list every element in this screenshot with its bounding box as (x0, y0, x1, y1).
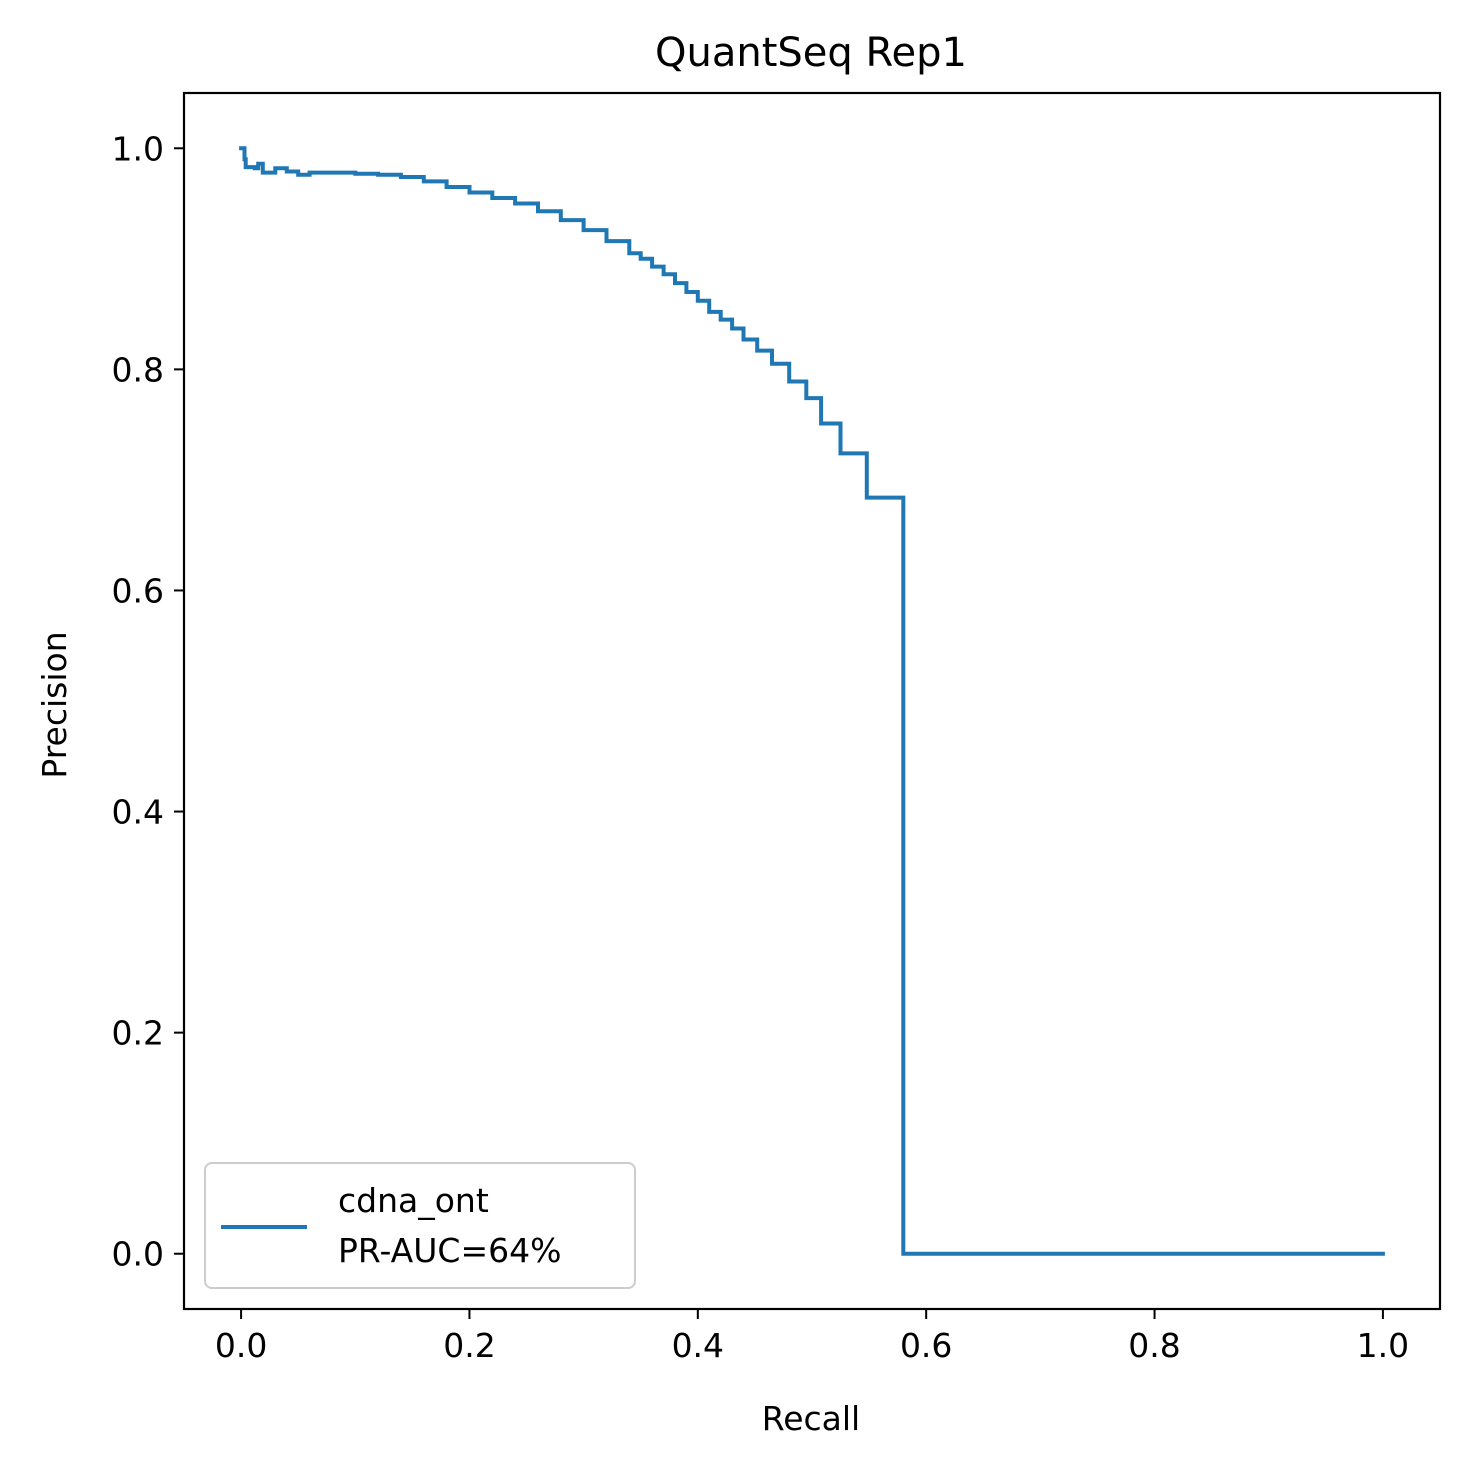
legend-box (204, 1162, 636, 1289)
y-tick-label: 0.0 (112, 1235, 164, 1274)
x-tick-label: 0.6 (900, 1326, 952, 1365)
x-tick-label: 1.0 (1357, 1326, 1409, 1365)
x-tick-label: 0.8 (1128, 1326, 1180, 1365)
axes-frame (182, 91, 1442, 1311)
y-axis-ticks: 0.0 0.2 0.4 0.6 0.8 1.0 (112, 129, 184, 1274)
y-axis-title: Precision (35, 631, 74, 778)
plot-area (239, 146, 1385, 1256)
x-tick-label: 0.0 (215, 1326, 267, 1365)
x-axis-title: Recall (762, 1399, 860, 1438)
chart-title: QuantSeq Rep1 (655, 30, 967, 76)
legend: cdna_ont PR-AUC=64% (204, 1162, 636, 1289)
x-tick-label: 0.4 (672, 1326, 724, 1365)
series-line-0 (239, 146, 1385, 1256)
y-tick-label: 0.8 (112, 350, 164, 389)
x-tick-label: 0.2 (443, 1326, 495, 1365)
y-tick-label: 1.0 (112, 129, 164, 168)
y-tick-label: 0.2 (112, 1014, 164, 1053)
y-tick-label: 0.4 (112, 793, 164, 832)
legend-label-line-2: PR-AUC=64% (338, 1231, 561, 1270)
y-tick-label: 0.6 (112, 571, 164, 610)
x-axis-ticks: 0.0 0.2 0.4 0.6 0.8 1.0 (215, 1309, 1409, 1365)
legend-label-line-1: cdna_ont (338, 1181, 489, 1220)
